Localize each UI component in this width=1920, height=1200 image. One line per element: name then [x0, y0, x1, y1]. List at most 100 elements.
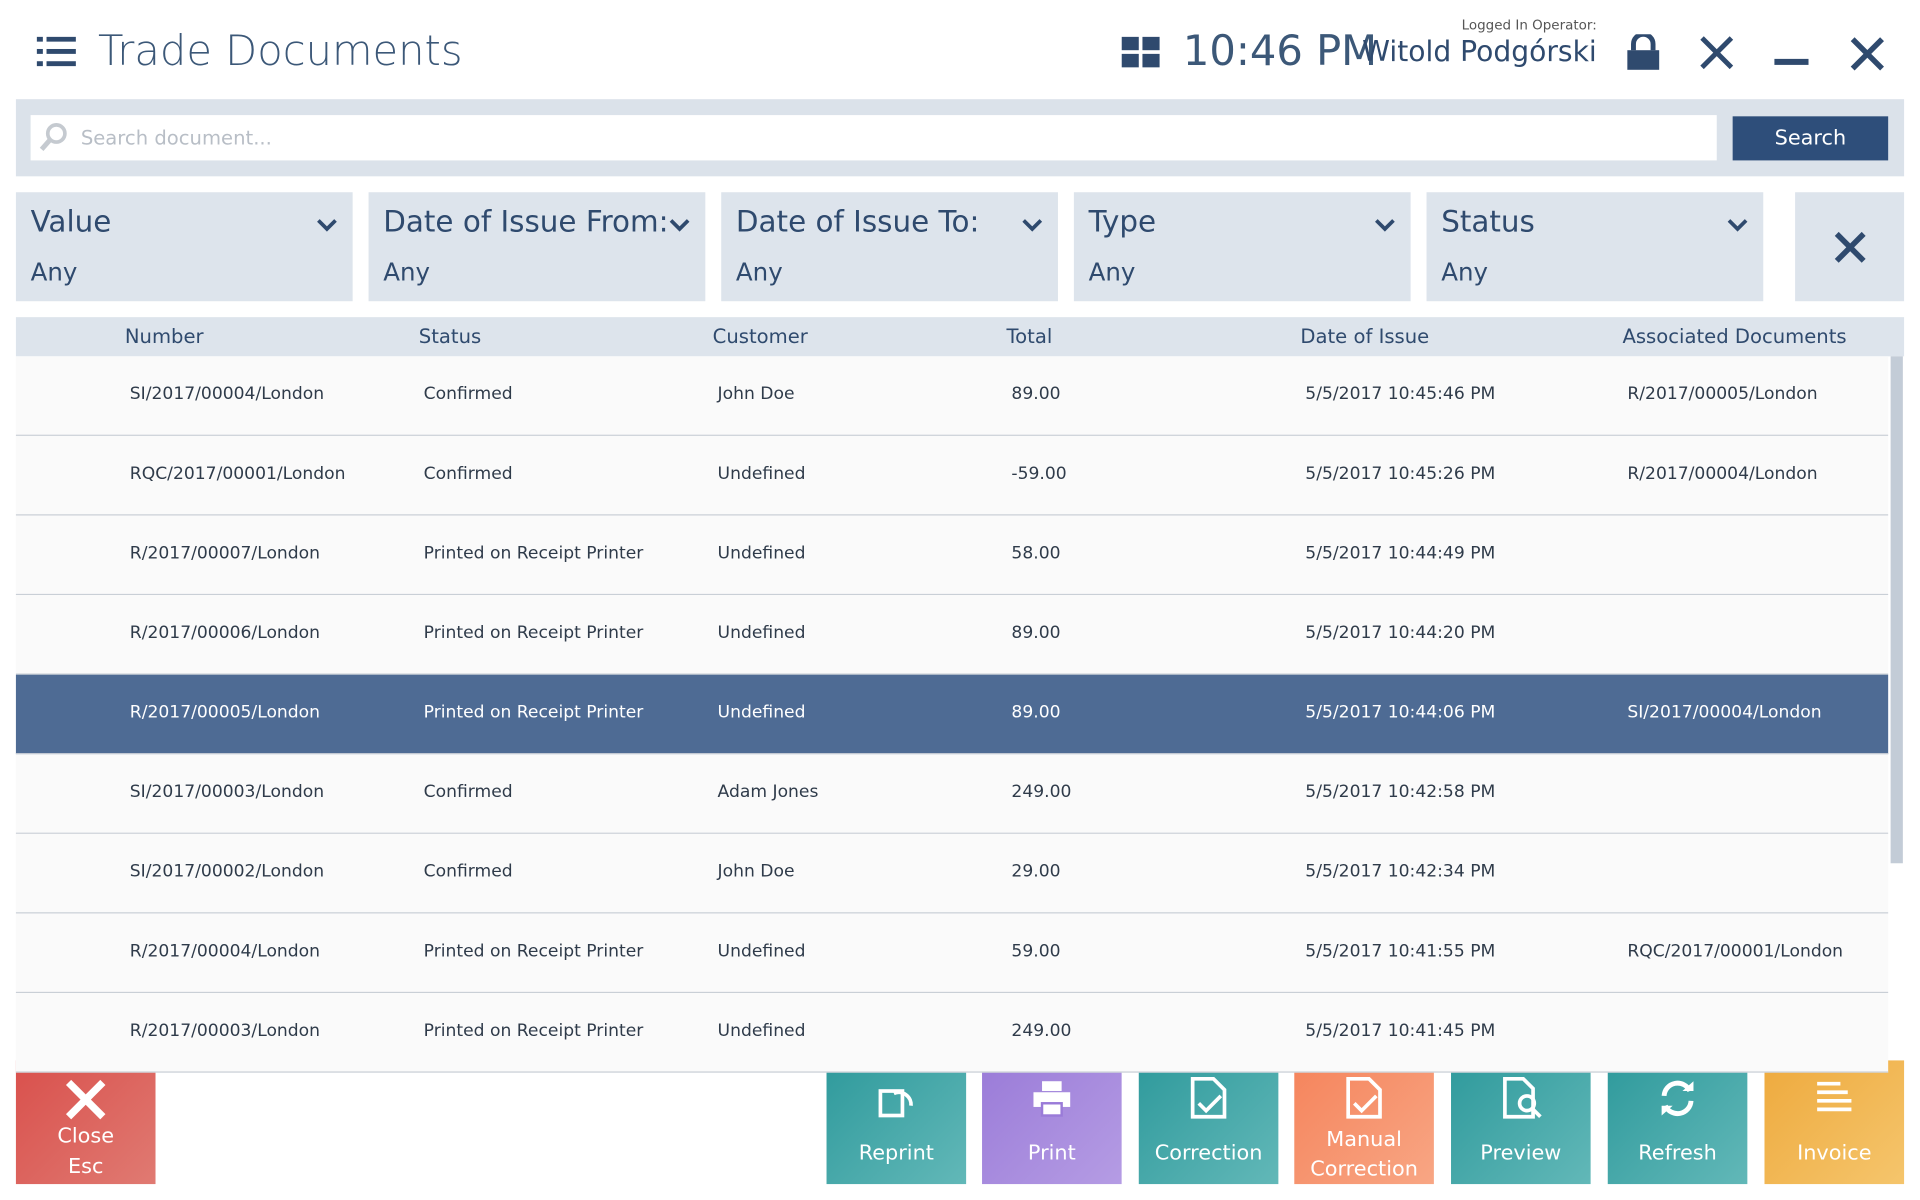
table-cell: SI/2017/00003/London: [130, 782, 324, 802]
table-cell: R/2017/00004/London: [130, 942, 320, 962]
table-cell: SI/2017/00002/London: [130, 862, 324, 882]
filter[interactable]: Status Any: [1427, 192, 1764, 301]
windows-icon[interactable]: [1122, 37, 1161, 69]
clock: 10:46 PM: [1183, 27, 1377, 76]
table-cell: Printed on Receipt Printer: [424, 544, 644, 564]
page-title: Trade Documents: [98, 27, 463, 76]
button-label: Preview: [1451, 1141, 1591, 1165]
table-cell: 5/5/2017 10:41:55 PM: [1305, 942, 1495, 962]
column-header[interactable]: Customer: [713, 324, 808, 347]
close-button[interactable]: Close Esc: [16, 1060, 156, 1184]
table-cell: R/2017/00005/London: [1627, 384, 1817, 404]
filter[interactable]: Type Any: [1074, 192, 1411, 301]
table-cell: R/2017/00007/London: [130, 544, 320, 564]
table-cell: 249.00: [1011, 782, 1071, 802]
table-cell: 5/5/2017 10:44:06 PM: [1305, 703, 1495, 723]
filter-label: Date of Issue From:: [383, 204, 668, 238]
invoice-button[interactable]: Invoice: [1764, 1060, 1904, 1184]
filter[interactable]: ValueAny: [16, 192, 353, 301]
filter-value: Any: [383, 257, 430, 286]
table-header: [16, 317, 1904, 356]
close-window-icon[interactable]: [1850, 37, 1884, 71]
column-header[interactable]: Status: [419, 324, 481, 347]
reprint-button[interactable]: Reprint: [827, 1060, 967, 1184]
filter-label: Value: [31, 204, 112, 238]
table-cell: 89.00: [1011, 384, 1060, 404]
table-cell: R/2017/00003/London: [130, 1021, 320, 1041]
table-cell: Printed on Receipt Printer: [424, 1021, 644, 1041]
table-cell: 5/5/2017 10:42:34 PM: [1305, 862, 1495, 882]
button-label: Print: [982, 1141, 1122, 1165]
correction-button[interactable]: Correction: [1139, 1060, 1279, 1184]
button-label: Invoice: [1764, 1141, 1904, 1165]
table-cell: 89.00: [1011, 623, 1060, 643]
table-cell: Printed on Receipt Printer: [424, 623, 644, 643]
table-cell: Confirmed: [424, 862, 513, 882]
table-cell: Confirmed: [424, 464, 513, 484]
search-button[interactable]: Search: [1733, 116, 1889, 160]
table-cell: Undefined: [718, 623, 806, 643]
table-cell: 5/5/2017 10:44:49 PM: [1305, 544, 1495, 564]
manual-correction-button[interactable]: Manual Correction: [1294, 1060, 1434, 1184]
search-input[interactable]: [31, 115, 1717, 160]
table-cell: 5/5/2017 10:44:20 PM: [1305, 623, 1495, 643]
button-label: Manual Correction: [1294, 1125, 1434, 1184]
preview-button[interactable]: Preview: [1451, 1060, 1591, 1184]
table-cell: -59.00: [1011, 464, 1066, 484]
table-cell: 5/5/2017 10:45:26 PM: [1305, 464, 1495, 484]
filter-label: Status: [1441, 204, 1535, 238]
search-placeholder: Search document...: [81, 126, 272, 149]
table-cell: 58.00: [1011, 544, 1060, 564]
operator-label: Logged In Operator:: [1408, 17, 1597, 33]
table-cell: Adam Jones: [718, 782, 819, 802]
table-cell: 5/5/2017 10:41:45 PM: [1305, 1021, 1495, 1041]
column-header[interactable]: Total: [1007, 324, 1053, 347]
table-cell: RQC/2017/00001/London: [130, 464, 346, 484]
table-cell: SI/2017/00004/London: [1627, 703, 1821, 723]
table-cell: 59.00: [1011, 942, 1060, 962]
clear-filters[interactable]: [1795, 192, 1904, 301]
table-cell: Undefined: [718, 942, 806, 962]
table-cell: John Doe: [718, 384, 795, 404]
operator-name: Witold Podgórski: [1359, 37, 1597, 69]
button-label: Refresh: [1608, 1141, 1748, 1165]
refresh-button[interactable]: Refresh: [1608, 1060, 1748, 1184]
chevron: [316, 217, 338, 234]
table-cell: Printed on Receipt Printer: [424, 703, 644, 723]
minimize-icon[interactable]: [1774, 59, 1808, 69]
table-cell: RQC/2017/00001/London: [1627, 942, 1843, 962]
column-header[interactable]: Date of Issue: [1300, 324, 1429, 347]
lock-icon[interactable]: [1626, 34, 1660, 71]
filter-value: Any: [1441, 257, 1488, 286]
table-cell: R/2017/00006/London: [130, 623, 320, 643]
column-header[interactable]: Associated Documents: [1622, 324, 1846, 347]
column-header[interactable]: Number: [125, 324, 204, 347]
chevron: [1374, 217, 1396, 234]
button-label: Close: [16, 1124, 156, 1148]
table-cell: Undefined: [718, 544, 806, 564]
table-cell: Printed on Receipt Printer: [424, 942, 644, 962]
filter-label: Type: [1089, 204, 1157, 238]
filter-value: Any: [736, 257, 783, 286]
filter[interactable]: Date of Issue To:Any: [721, 192, 1058, 301]
table-cell: Undefined: [718, 1021, 806, 1041]
filter[interactable]: Date of Issue From: Any: [369, 192, 706, 301]
button-label: Esc: [16, 1155, 156, 1179]
scrollbar[interactable]: [1891, 356, 1903, 863]
table-cell: 249.00: [1011, 1021, 1071, 1041]
tools-icon[interactable]: [1698, 34, 1735, 71]
table-cell: SI/2017/00004/London: [130, 384, 324, 404]
table-cell: Undefined: [718, 703, 806, 723]
table-cell: 5/5/2017 10:42:58 PM: [1305, 782, 1495, 802]
table-cell: 29.00: [1011, 862, 1060, 882]
filter-value: Any: [1089, 257, 1136, 286]
print-button[interactable]: Print: [982, 1060, 1122, 1184]
table-cell: John Doe: [718, 862, 795, 882]
table-cell: Confirmed: [424, 782, 513, 802]
button-label: Correction: [1139, 1141, 1279, 1165]
table-cell: 89.00: [1011, 703, 1060, 723]
menu-icon[interactable]: [37, 37, 76, 69]
table-cell: Undefined: [718, 464, 806, 484]
chevron: [1021, 217, 1043, 234]
table-cell: Confirmed: [424, 384, 513, 404]
